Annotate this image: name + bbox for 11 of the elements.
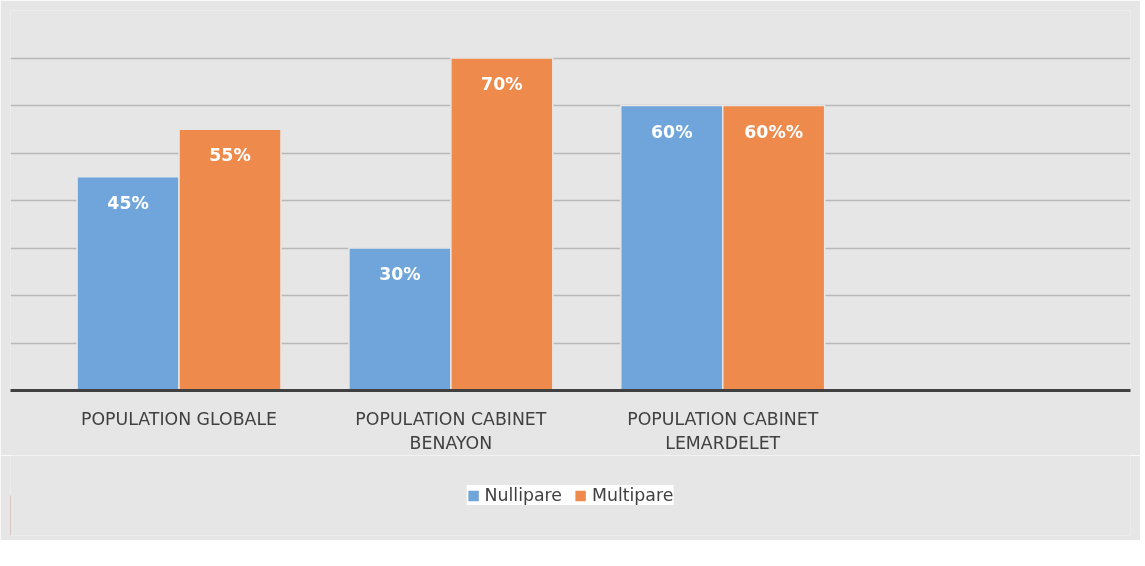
legend-label: Multipare [592,485,674,505]
data-label: 45% [107,192,149,213]
x-tick-label: POPULATION CABINET BENAYON [355,408,547,453]
data-label: 55% [209,145,251,166]
data-label: 60% [651,121,693,142]
x-tick-label: POPULATION CABINET LEMARDELET [627,408,819,453]
data-label: 70% [481,74,523,94]
x-tick-label: POPULATION GLOBALE [81,408,278,429]
legend-label: Nullipare [484,485,563,505]
data-label: 30% [379,264,421,284]
data-label: 60%% [744,121,804,142]
